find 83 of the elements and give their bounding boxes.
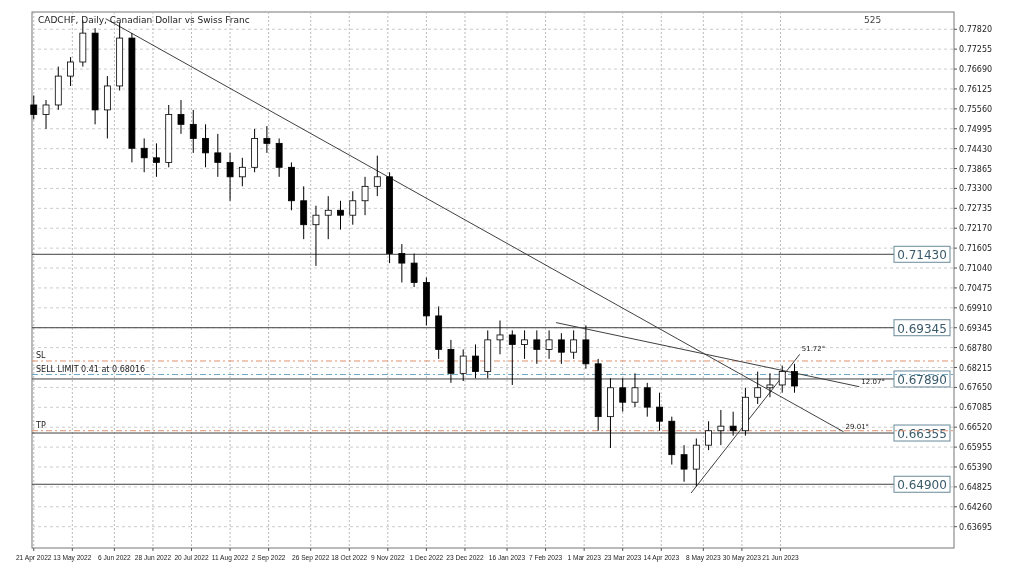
candlestick <box>508 329 516 386</box>
candlestick <box>312 205 320 267</box>
candlestick <box>214 133 222 178</box>
y-tick-label: 0.70475 <box>959 283 993 293</box>
candlestick <box>791 363 798 394</box>
ref-line-label: 0.66355 <box>897 427 947 442</box>
candlestick <box>754 371 762 405</box>
candlestick <box>42 99 50 130</box>
y-tick-label: 0.72170 <box>959 224 993 234</box>
candlestick <box>373 155 381 197</box>
y-tick-label: 0.72735 <box>959 204 993 214</box>
y-tick-label: 0.65955 <box>959 443 993 453</box>
y-tick-label: 0.76125 <box>959 84 993 94</box>
candlestick <box>766 372 774 398</box>
candlestick <box>263 125 271 154</box>
candlestick <box>692 437 700 487</box>
y-tick-label: 0.67085 <box>959 403 993 413</box>
candlestick <box>103 75 111 139</box>
candlestick <box>717 409 725 446</box>
ref-line-label: 0.67890 <box>897 372 947 387</box>
candlestick <box>680 444 688 483</box>
candlestick <box>778 365 786 394</box>
candlestick <box>153 142 160 178</box>
candlestick <box>140 137 148 173</box>
candlestick <box>67 56 74 87</box>
ref-line-label: 0.71430 <box>897 248 947 263</box>
candlestick <box>557 332 565 365</box>
y-tick-label: 0.75560 <box>959 104 993 114</box>
candlestick <box>361 176 369 216</box>
y-tick-label: 0.66520 <box>959 423 993 433</box>
candlestick <box>496 320 504 355</box>
candlestick <box>545 329 553 360</box>
y-tick-label: 0.64260 <box>959 502 993 512</box>
y-tick-label: 0.71040 <box>959 264 993 274</box>
candlestick <box>521 329 528 360</box>
candlestick <box>238 157 246 187</box>
ref-line-label: SELL LIMIT 0.41 at 0.68016 <box>36 364 146 374</box>
candlestick <box>410 253 418 288</box>
y-tick-label: 0.68780 <box>959 343 993 353</box>
y-tick-label: 0.63695 <box>959 522 993 532</box>
candlestick <box>300 185 308 240</box>
ref-line-label: 0.64900 <box>897 478 947 493</box>
candlestick <box>337 200 344 231</box>
candlestick <box>398 243 406 283</box>
y-tick-label: 0.74430 <box>959 144 993 154</box>
candlestick <box>643 382 651 418</box>
y-tick-label: 0.77820 <box>959 25 993 35</box>
candlestick <box>275 137 283 178</box>
candlestick <box>202 123 209 168</box>
candlestick <box>189 109 197 154</box>
candlestick <box>447 339 455 384</box>
y-tick-label: 0.64825 <box>959 482 993 492</box>
y-tick-label: 0.69910 <box>959 303 993 313</box>
y-tick-label: 0.69345 <box>959 323 993 333</box>
y-tick-label: 0.73300 <box>959 184 993 194</box>
candlestick <box>349 190 357 226</box>
candlestick <box>177 99 185 135</box>
y-tick-label: 0.68215 <box>959 363 993 373</box>
candlestick <box>729 411 737 437</box>
y-tick-label: 0.67650 <box>959 383 993 393</box>
candlestick <box>570 329 578 360</box>
candlestick <box>631 372 639 408</box>
candlestick <box>472 343 479 379</box>
annotation: 525 <box>864 15 882 25</box>
chart-title: CADCHF, Daily, Canadian Dollar vs Swiss Franc <box>38 15 250 25</box>
y-tick-label: 0.74995 <box>959 124 993 134</box>
ref-line-label: TP <box>35 420 46 430</box>
ref-line-label: 0.69345 <box>897 321 947 336</box>
candlestick <box>619 377 627 413</box>
y-tick-label: 0.77255 <box>959 45 993 55</box>
candlestick <box>582 324 590 370</box>
y-tick-label: 0.76690 <box>959 65 993 75</box>
ref-line-label: SL <box>36 351 47 360</box>
candlestick <box>324 195 332 240</box>
y-tick-label: 0.71605 <box>959 244 993 254</box>
candlestick <box>705 420 712 451</box>
candlestick <box>533 329 541 365</box>
candlestick <box>226 152 234 202</box>
candlestick <box>30 94 38 120</box>
y-tick-label: 0.65390 <box>959 463 993 472</box>
candlestick <box>459 348 467 382</box>
y-tick-label: 0.73865 <box>959 164 993 174</box>
candlestick <box>656 392 663 432</box>
